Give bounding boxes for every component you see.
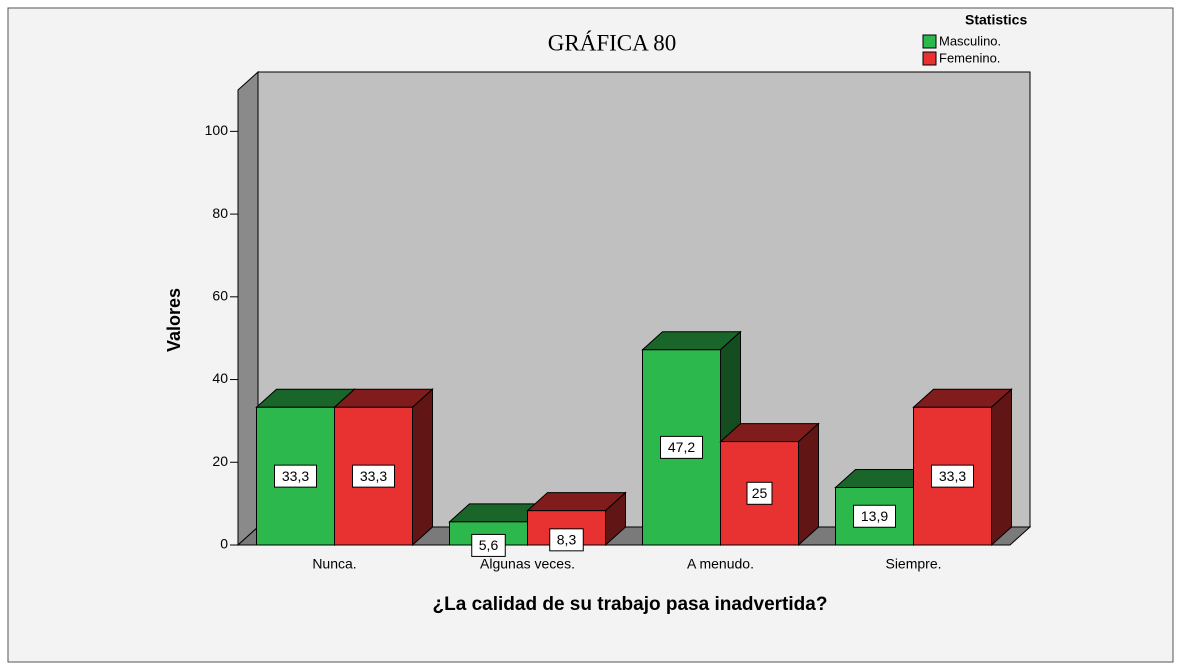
x-tick-label: Nunca. <box>312 556 356 572</box>
legend-swatch <box>922 51 937 66</box>
y-axis-title: Valores <box>164 288 184 352</box>
y-tick-label: 40 <box>212 370 228 386</box>
value-label: 25 <box>752 485 768 501</box>
bar-side <box>412 388 433 547</box>
x-tick-label: A menudo. <box>687 556 754 572</box>
legend-swatch <box>922 34 937 49</box>
value-label-box <box>931 464 974 488</box>
value-label: 47,2 <box>668 439 695 455</box>
value-label: 8,3 <box>557 532 577 548</box>
x-tick-label: Algunas veces. <box>480 556 575 572</box>
y-tick-label: 20 <box>212 453 228 469</box>
y-tick-label: 0 <box>220 536 228 552</box>
y-tick-label: 100 <box>205 122 229 138</box>
x-axis-title: ¿La calidad de su trabajo pasa inadverti… <box>433 594 828 615</box>
y-tick-label: 60 <box>212 288 228 304</box>
value-label-box <box>746 481 773 505</box>
legend-title: Statistics <box>965 12 1027 28</box>
legend-label: Femenino. <box>939 50 1000 65</box>
value-label-box <box>352 464 395 488</box>
value-label: 33,3 <box>360 468 387 484</box>
value-label-box <box>549 528 584 552</box>
value-label: 33,3 <box>939 468 966 484</box>
value-label-box <box>660 435 703 459</box>
value-label-box <box>853 504 896 528</box>
y-tick-label: 80 <box>212 205 228 221</box>
value-label: 5,6 <box>479 537 499 553</box>
value-label: 33,3 <box>282 468 309 484</box>
value-label: 13,9 <box>861 508 888 524</box>
side-wall <box>237 70 259 547</box>
value-label-box <box>471 533 506 557</box>
bar-side <box>991 388 1012 547</box>
legend-label: Masculino. <box>939 33 1001 48</box>
chart-title: GRÁFICA 80 <box>548 30 676 55</box>
bar-side <box>798 422 819 547</box>
x-tick-label: Siempre. <box>885 556 941 572</box>
value-label-box <box>274 464 317 488</box>
